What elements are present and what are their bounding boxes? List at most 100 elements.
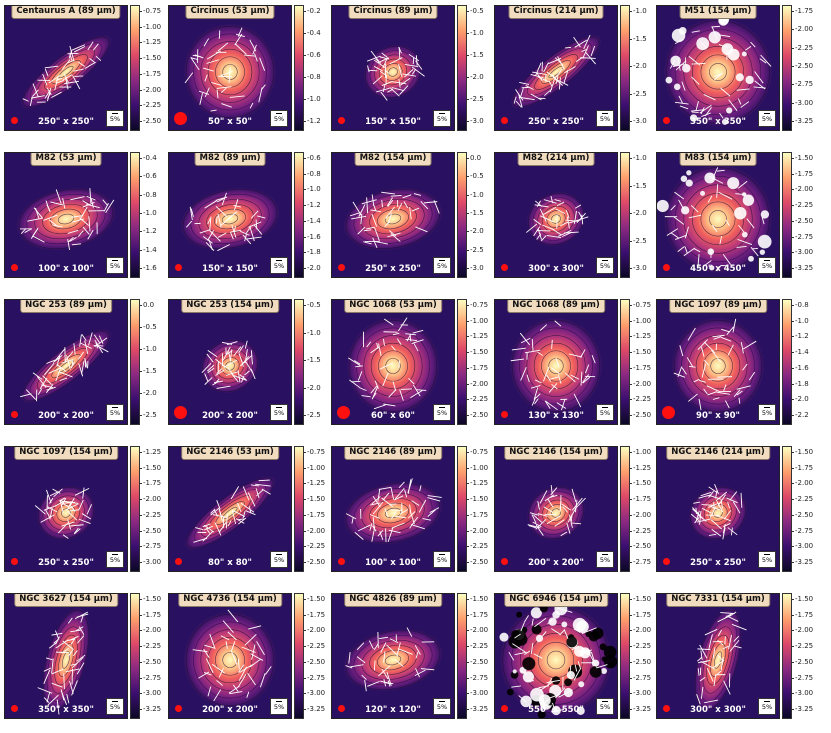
map-panel: NGC 253 (154 μm)200" x 200"5%-0.5-1.0-1.…	[168, 299, 328, 439]
field-of-view-label: 200" x 200"	[38, 411, 94, 421]
colorbar-tick-label: -3.00	[795, 689, 813, 697]
colorbar-tick-label: -2.75	[143, 542, 161, 550]
colorbar-tick-label: -1.50	[633, 479, 651, 487]
colorbar-tick-label: -1.25	[307, 479, 325, 487]
polarization-scale-bar: 5%	[596, 551, 614, 568]
scale-bar-label: 5%	[271, 703, 287, 711]
scale-bar-label: 5%	[107, 703, 123, 711]
colorbar-tick-label: -1.0	[470, 191, 484, 199]
colorbar-tick-label: -1.2	[143, 227, 157, 235]
panel-title: NGC 253 (154 μm)	[181, 299, 279, 313]
colorbar-tick-label: -0.8	[795, 301, 809, 309]
colorbar-tick-label: -1.0	[307, 95, 321, 103]
colorbar-tick-label: -2.00	[633, 380, 651, 388]
intensity-map: M82 (53 μm)100" x 100"5%	[4, 152, 128, 278]
colorbar	[620, 593, 630, 719]
panel-title: NGC 4826 (89 μm)	[344, 593, 442, 607]
colorbar-tick-label: -2.00	[795, 185, 813, 193]
colorbar-tick-label: -1.0	[633, 7, 647, 15]
colorbar-tick-label: -1.5	[470, 51, 484, 59]
colorbar-tick-label: -3.00	[795, 248, 813, 256]
polarization-scale-bar: 5%	[758, 110, 776, 127]
colorbar-tick-label: -1.8	[307, 248, 321, 256]
panel-title: M82 (154 μm)	[355, 152, 432, 166]
intensity-map: M82 (154 μm)250" x 250"5%	[331, 152, 455, 278]
polarization-scale-bar: 5%	[106, 698, 124, 715]
colorbar-tick-label: -1.75	[633, 364, 651, 372]
colorbar-tick-label: -2.50	[633, 658, 651, 666]
colorbar-tick-label: -0.8	[143, 191, 157, 199]
scale-bar-line	[602, 407, 608, 408]
colorbar-tick-label: -2.50	[143, 117, 161, 125]
map-panel: NGC 7331 (154 μm)300" x 300"5%-1.50-1.75…	[656, 593, 816, 733]
colorbar-tick-label: -3.0	[470, 117, 484, 125]
colorbar-tick-label: -1.4	[795, 348, 809, 356]
colorbar-tick-label: -2.00	[470, 380, 488, 388]
scale-bar-line	[276, 113, 282, 114]
colorbar-tick-label: -0.8	[307, 170, 321, 178]
beam-size-marker	[501, 558, 508, 565]
colorbar-tick-label: -1.25	[633, 332, 651, 340]
panel-title: NGC 1097 (89 μm)	[669, 299, 767, 313]
field-of-view-label: 200" x 200"	[202, 411, 258, 421]
polarization-scale-bar: 5%	[433, 257, 451, 274]
beam-size-marker	[337, 406, 350, 419]
colorbar-tick-label: -2.25	[143, 101, 161, 109]
panel-title: NGC 3627 (154 μm)	[14, 593, 118, 607]
scale-bar-label: 5%	[759, 115, 775, 123]
colorbar-tick-label: -2.0	[795, 395, 809, 403]
map-panel: NGC 2146 (89 μm)100" x 100"5%-0.75-1.00-…	[331, 446, 491, 586]
intensity-map: NGC 6946 (154 μm)550" x 550"5%	[494, 593, 618, 719]
colorbar-tick-label: -1.50	[470, 595, 488, 603]
colorbar-tick-label: -1.75	[795, 7, 813, 15]
map-panel: M83 (154 μm)450" x 450"5%-1.50-1.75-2.00…	[656, 152, 816, 292]
panel-title: NGC 2146 (89 μm)	[344, 446, 442, 460]
scale-bar-label: 5%	[434, 115, 450, 123]
beam-size-marker	[11, 411, 18, 418]
colorbar-tick-label: -2.75	[143, 674, 161, 682]
intensity-map: NGC 1068 (53 μm)60" x 60"5%	[331, 299, 455, 425]
panel-title: M82 (89 μm)	[195, 152, 266, 166]
colorbar-tick-label: -2.50	[470, 411, 488, 419]
colorbar-tick-label: -2.00	[633, 511, 651, 519]
colorbar-tick-label: -0.75	[470, 301, 488, 309]
beam-size-marker	[663, 705, 670, 712]
panel-title: NGC 6946 (154 μm)	[504, 593, 608, 607]
colorbar-tick-label: -1.50	[307, 495, 325, 503]
colorbar-tick-label: -1.00	[470, 464, 488, 472]
colorbar-tick-label: -2.50	[307, 558, 325, 566]
beam-size-marker	[11, 705, 18, 712]
colorbar-tick-label: -2.5	[633, 90, 647, 98]
intensity-map: NGC 1068 (89 μm)130" x 130"5%	[494, 299, 618, 425]
panel-title: Circinus (214 μm)	[509, 5, 604, 19]
colorbar-tick-label: -2.25	[470, 642, 488, 650]
field-of-view-label: 60" x 60"	[371, 411, 415, 421]
colorbar-tick-label: -1.75	[633, 611, 651, 619]
scale-bar-label: 5%	[434, 262, 450, 270]
colorbar-tick-label: -2.00	[470, 626, 488, 634]
field-of-view-label: 250" x 250"	[38, 117, 94, 127]
beam-size-marker	[501, 264, 508, 271]
colorbar-tick-label: -1.75	[470, 511, 488, 519]
colorbar-tick-label: -3.25	[633, 705, 651, 713]
map-panel: M82 (214 μm)300" x 300"5%-1.0-1.5-2.0-2.…	[494, 152, 654, 292]
colorbar-tick-label: -1.25	[470, 332, 488, 340]
colorbar-tick-label: -2.75	[795, 233, 813, 241]
colorbar-tick-label: -3.25	[470, 705, 488, 713]
colorbar-tick-label: -1.50	[470, 495, 488, 503]
colorbar-tick-label: -1.25	[633, 464, 651, 472]
colorbar	[620, 152, 630, 278]
colorbar-tick-label: -1.50	[143, 595, 161, 603]
colorbar-tick-label: -0.8	[307, 73, 321, 81]
map-panel: Circinus (89 μm)150" x 150"5%-0.5-1.0-1.…	[331, 5, 491, 145]
colorbar-tick-label: -1.00	[307, 464, 325, 472]
map-panel: Circinus (53 μm)50" x 50"5%-0.2-0.4-0.6-…	[168, 5, 328, 145]
polarization-scale-bar: 5%	[596, 404, 614, 421]
colorbar-tick-label: -3.00	[470, 689, 488, 697]
map-panel: M82 (154 μm)250" x 250"5%0.0-0.5-1.0-1.5…	[331, 152, 491, 292]
colorbar	[294, 5, 304, 131]
colorbar-tick-label: -1.0	[795, 317, 809, 325]
scale-bar-line	[112, 260, 118, 261]
colorbar-tick-label: -2.50	[795, 62, 813, 70]
beam-size-marker	[663, 117, 670, 124]
